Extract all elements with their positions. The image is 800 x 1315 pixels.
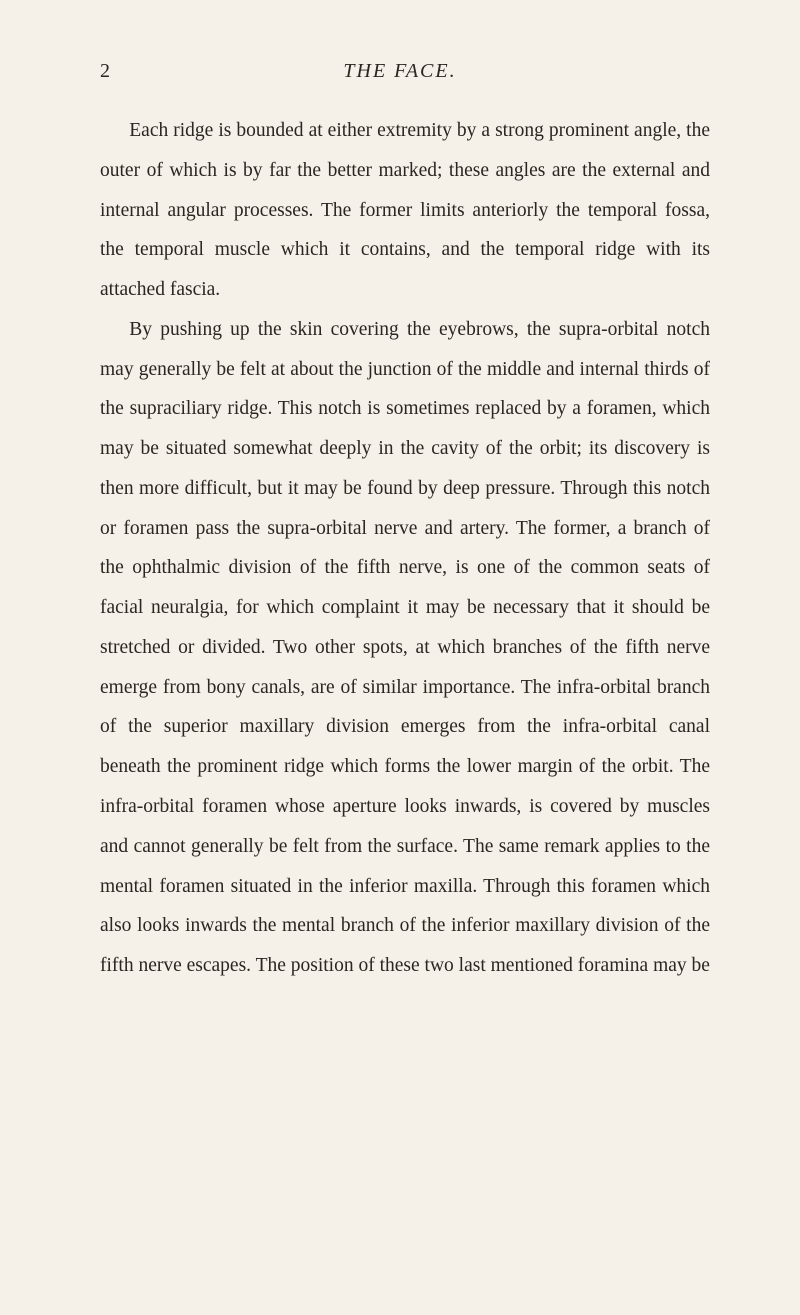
page-number: 2 — [100, 60, 110, 83]
body-text: Each ridge is bounded at either extremit… — [100, 111, 710, 986]
page-title: THE FACE. — [110, 60, 690, 83]
page-header: 2 THE FACE. — [100, 60, 710, 83]
paragraph-2: By pushing up the skin covering the eyeb… — [100, 310, 710, 986]
paragraph-1: Each ridge is bounded at either extremit… — [100, 111, 710, 310]
